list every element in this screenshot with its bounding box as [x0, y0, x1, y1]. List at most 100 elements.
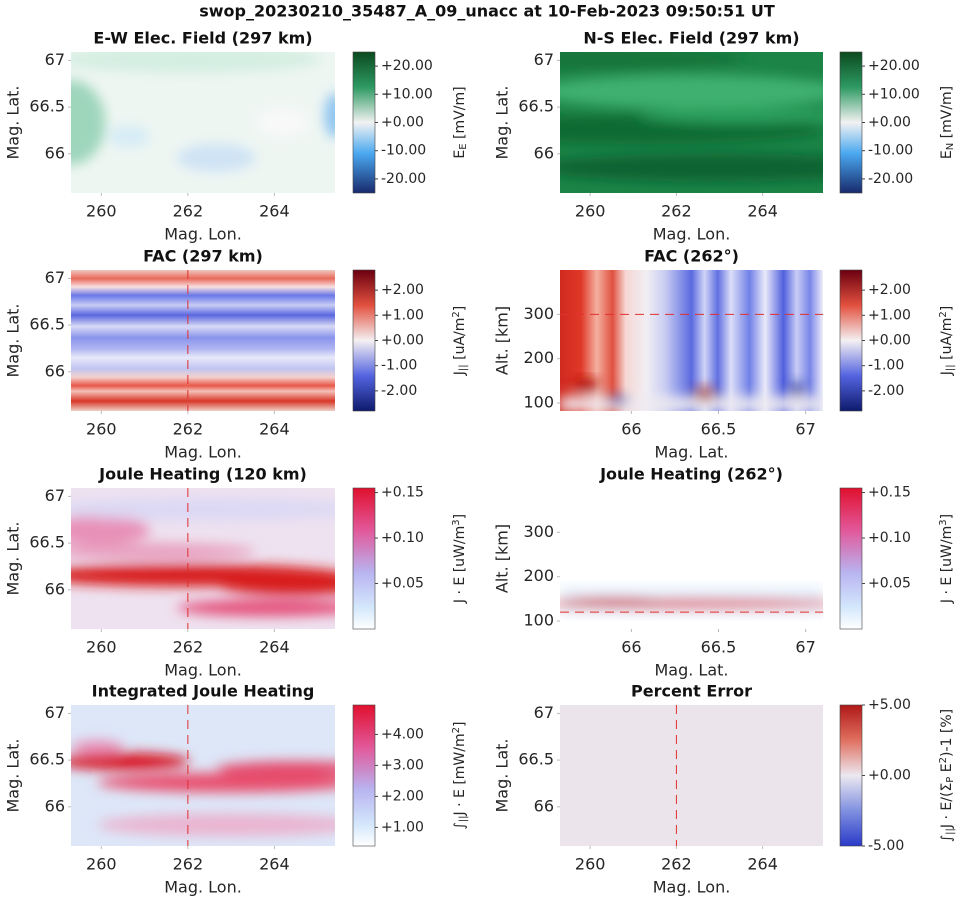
- colorbar-tick-label: -5.00: [868, 838, 904, 854]
- colorbar-tick-label: -1.00: [868, 358, 904, 374]
- y-tick-label: 67: [534, 703, 554, 722]
- heatmap-texture: [560, 378, 823, 411]
- colorbar-label: ∫||J · E/(ΣP E2)-1 [%]: [938, 709, 957, 842]
- x-tick-label: 264: [747, 202, 778, 221]
- colorbar-tick-label: +3.00: [381, 757, 424, 773]
- panel: FAC (262°) 66 66.5 67 100 200 300 Mag. Lat. Alt.…: [493, 247, 957, 462]
- colorbar-tick-label: +0.10: [868, 530, 911, 546]
- texture-blob: [216, 572, 335, 596]
- colorbar-tick-label: -10.00: [381, 143, 426, 159]
- colorbar-label-part: 2: [451, 311, 462, 317]
- heatmap-image: [560, 705, 823, 846]
- texture: [71, 740, 335, 837]
- heatmap-texture: [560, 586, 823, 615]
- colorbar-label-part: ||: [945, 828, 956, 835]
- colorbar-label-part: 3: [451, 519, 462, 525]
- x-tick-label: 262: [173, 420, 204, 439]
- x-tick-label: 260: [575, 202, 606, 221]
- colorbar-tick-label: +2.00: [868, 282, 911, 298]
- panel: E-W Elec. Field (297 km) 260 262 264 66 66.5 6…: [4, 29, 470, 244]
- x-axis-label: Mag. Lon.: [164, 225, 242, 244]
- colorbar-tick-label: +1.00: [381, 819, 424, 835]
- x-axis-label: Mag. Lon.: [164, 443, 242, 462]
- panel: N-S Elec. Field (297 km) 260 262 264 66 66.5 6…: [493, 29, 957, 244]
- texture-blob: [324, 92, 335, 139]
- colorbar-tick-label: -20.00: [868, 171, 913, 187]
- y-axis-label: Mag. Lat.: [4, 521, 23, 595]
- x-axis-label: Mag. Lat.: [654, 661, 728, 680]
- colorbar-tick-label: -2.00: [381, 383, 417, 399]
- x-tick-label: 66.5: [701, 638, 737, 657]
- texture-blob: [788, 382, 805, 397]
- y-axis-label: Alt. [km]: [493, 524, 512, 593]
- colorbar-label-part: E: [939, 763, 955, 776]
- colorbar-tick-label: +2.00: [381, 282, 424, 298]
- colorbar-tick-label: +1.00: [381, 307, 424, 323]
- texture-blob: [560, 153, 823, 182]
- y-tick-label: 300: [523, 304, 554, 323]
- texture-blob: [255, 108, 309, 137]
- y-tick-label: 67: [45, 703, 65, 722]
- texture-blob: [176, 599, 335, 617]
- colorbar-label-part: ]: [939, 306, 955, 311]
- y-tick-label: 67: [45, 268, 65, 287]
- colorbar-label-part: ∫: [452, 822, 468, 829]
- y-tick-label: 67: [534, 50, 554, 69]
- colorbar: [839, 51, 863, 194]
- heatmap-texture: [560, 52, 823, 182]
- colorbar-label-part: 2: [938, 757, 949, 763]
- colorbar: [352, 269, 376, 412]
- colorbar-tick-label: +5.00: [868, 697, 911, 713]
- colorbar-label-part: J: [939, 371, 955, 376]
- x-tick-label: 66: [621, 420, 641, 439]
- x-axis-label: Mag. Lon.: [164, 878, 242, 897]
- colorbar-tick-label: +0.00: [868, 333, 911, 349]
- texture-blob: [97, 772, 335, 793]
- colorbar-tick-label: +0.15: [868, 485, 911, 501]
- y-axis-label: Mag. Lat.: [493, 738, 512, 812]
- y-axis-label: Mag. Lat.: [4, 85, 23, 159]
- colorbar-tick-label: +0.00: [381, 115, 424, 131]
- colorbar-tick-label: +10.00: [868, 86, 920, 102]
- colorbar-label-part: J · E [uW/m: [939, 526, 955, 604]
- texture-blob: [71, 52, 322, 74]
- colorbar-label-part: 2: [451, 727, 462, 733]
- colorbar-label-part: ]: [452, 514, 468, 519]
- colorbar-label-part: )-1 [%]: [939, 709, 955, 757]
- y-tick-label: 66.5: [29, 97, 65, 116]
- colorbar: [352, 51, 376, 194]
- colorbar: [352, 487, 376, 630]
- colorbar-label-part: J · E/(Σ: [939, 783, 955, 829]
- colorbar-tick-label: +0.00: [868, 768, 911, 784]
- figure-title: swop_20230210_35487_A_09_unacc at 10-Feb…: [199, 2, 775, 21]
- panel-title: E-W Elec. Field (297 km): [93, 29, 312, 48]
- x-tick-label: 260: [86, 855, 117, 874]
- panel-title: Joule Heating (262°): [599, 465, 783, 484]
- colorbar-label-part: ||: [458, 364, 469, 371]
- y-tick-label: 66.5: [518, 750, 554, 769]
- colorbar-label-part: 2: [938, 311, 949, 317]
- colorbar-label: EE [mV/m]: [452, 86, 469, 158]
- colorbar-label-part: 3: [938, 519, 949, 525]
- x-axis-label: Mag. Lon.: [164, 661, 242, 680]
- x-tick-label: 264: [259, 855, 290, 874]
- y-tick-label: 66.5: [518, 97, 554, 116]
- panel-title: Integrated Joule Heating: [92, 682, 315, 701]
- colorbar-label-part: J · E [mW/m: [452, 733, 468, 816]
- colorbar-label-part: E: [452, 150, 468, 159]
- x-tick-label: 260: [86, 638, 117, 657]
- colorbar-label-part: E: [939, 150, 955, 159]
- colorbar-tick-label: -20.00: [381, 171, 426, 187]
- colorbar-label: EN [mV/m]: [939, 86, 956, 159]
- panel: FAC (297 km) 260 262 264 66 66.5 67 Mag. Lon. Ma…: [4, 247, 470, 462]
- colorbar-label-part: [mV/m]: [939, 86, 955, 143]
- panel-title: N-S Elec. Field (297 km): [583, 29, 799, 48]
- x-tick-label: 264: [259, 420, 290, 439]
- colorbar-label-part: ]: [452, 306, 468, 311]
- x-tick-label: 264: [259, 202, 290, 221]
- colorbar-tick-label: +20.00: [868, 58, 920, 74]
- texture: [560, 52, 823, 182]
- y-tick-label: 66: [534, 796, 554, 815]
- colorbar-label: J|| [uA/m2]: [451, 306, 470, 376]
